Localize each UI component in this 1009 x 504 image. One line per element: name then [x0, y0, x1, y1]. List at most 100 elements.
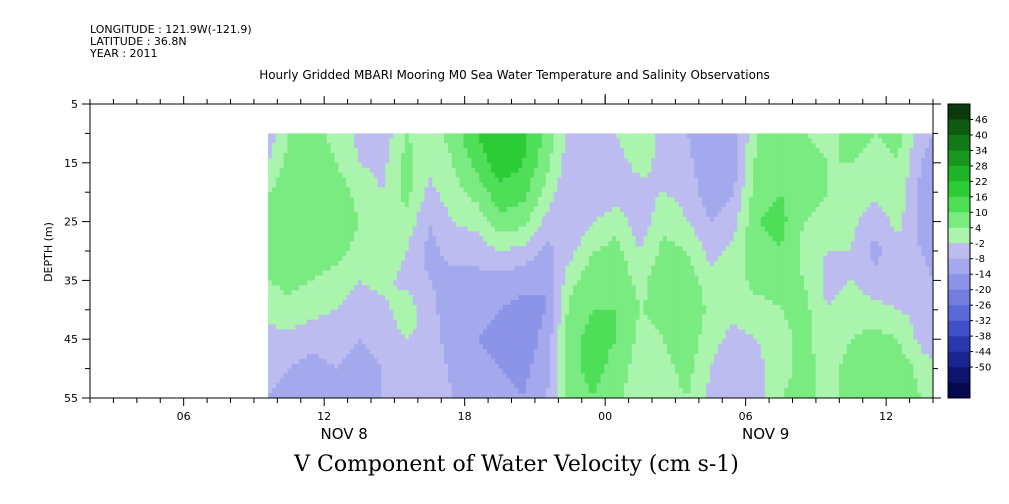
heatmap-cell — [361, 221, 367, 228]
heatmap-cell — [330, 246, 336, 252]
heatmap-cell — [502, 388, 508, 394]
heatmap-cell — [518, 339, 523, 345]
heatmap-cell — [604, 182, 609, 188]
heatmap-cell — [314, 378, 320, 384]
heatmap-cell — [510, 339, 516, 345]
heatmap-cell — [627, 157, 633, 164]
heatmap-cell — [557, 300, 562, 306]
heatmap-cell — [588, 393, 594, 398]
heatmap-cell — [487, 363, 492, 370]
heatmap-cell — [373, 211, 379, 218]
heatmap-cell — [506, 221, 512, 228]
heatmap-cell — [553, 167, 559, 174]
heatmap-cell — [498, 329, 504, 335]
heatmap-cell — [307, 226, 312, 232]
heatmap-cell — [467, 363, 472, 370]
heatmap-cell — [271, 231, 277, 237]
heatmap-cell — [267, 182, 273, 188]
heatmap-cell — [267, 270, 273, 277]
heatmap-cell — [596, 202, 602, 208]
heatmap-cell — [350, 368, 355, 375]
heatmap-cell — [361, 358, 367, 365]
heatmap-cell — [322, 285, 328, 291]
heatmap-cell — [314, 265, 320, 272]
heatmap-cell — [592, 373, 598, 379]
heatmap-cell — [584, 393, 590, 398]
heatmap-cell — [404, 383, 410, 389]
heatmap-cell — [494, 285, 500, 291]
heatmap-cell — [311, 221, 316, 228]
heatmap-cell — [463, 324, 469, 330]
heatmap-cell — [533, 246, 539, 252]
heatmap-cell — [612, 309, 617, 316]
heatmap-cell — [326, 138, 332, 144]
heatmap-cell — [577, 368, 582, 375]
heatmap-cell — [369, 202, 375, 208]
heatmap-cell — [455, 206, 461, 213]
heatmap-cell — [326, 206, 332, 213]
heatmap-cell — [322, 162, 328, 169]
heatmap-cell — [350, 202, 355, 208]
heatmap-cell — [373, 368, 379, 375]
heatmap-cell — [463, 187, 469, 193]
heatmap-cell — [533, 290, 539, 296]
heatmap-cell — [271, 206, 277, 213]
heatmap-cell — [573, 241, 578, 247]
heatmap-cell — [479, 138, 484, 144]
heatmap-cell — [322, 280, 328, 286]
heatmap-cell — [365, 192, 371, 198]
heatmap-cell — [580, 388, 586, 394]
heatmap-cell — [467, 231, 472, 237]
heatmap-cell — [342, 241, 347, 247]
heatmap-cell — [541, 378, 547, 384]
heatmap-cell — [432, 231, 437, 237]
heatmap-cell — [381, 285, 386, 291]
heatmap-cell — [565, 246, 570, 252]
heatmap-cell — [346, 334, 351, 340]
heatmap-cell — [510, 285, 516, 291]
heatmap-cell — [420, 334, 426, 340]
heatmap-cell — [553, 290, 559, 296]
heatmap-cell — [561, 314, 566, 321]
heatmap-cell — [279, 275, 285, 281]
heatmap-cell — [463, 192, 469, 198]
heatmap-cell — [283, 260, 289, 267]
heatmap-cell — [354, 353, 359, 360]
heatmap-cell — [577, 182, 582, 188]
heatmap-cell — [357, 157, 363, 164]
heatmap-cell — [502, 319, 508, 326]
heatmap-cell — [463, 344, 469, 350]
heatmap-cell — [600, 314, 605, 321]
heatmap-cell — [314, 319, 320, 326]
heatmap-cell — [487, 334, 492, 340]
heatmap-cell — [475, 148, 480, 154]
heatmap-cell — [600, 157, 605, 164]
heatmap-cell — [608, 275, 613, 281]
heatmap-cell — [533, 339, 539, 345]
heatmap-cell — [459, 211, 465, 218]
heatmap-cell — [381, 187, 386, 193]
heatmap-cell — [565, 167, 570, 174]
heatmap-cell — [428, 153, 433, 159]
heatmap-cell — [467, 270, 472, 277]
heatmap-cell — [354, 324, 359, 330]
heatmap-cell — [444, 133, 449, 139]
heatmap-cell — [444, 251, 449, 257]
heatmap-cell — [393, 172, 398, 179]
heatmap-cell — [408, 373, 414, 379]
heatmap-cell — [307, 295, 312, 301]
heatmap-cell — [604, 236, 609, 242]
heatmap-cell — [565, 187, 570, 193]
heatmap-cell — [506, 206, 512, 213]
heatmap-cell — [623, 324, 629, 330]
heatmap-cell — [580, 231, 586, 237]
heatmap-cell — [412, 275, 418, 281]
heatmap-cell — [338, 378, 343, 384]
heatmap-cell — [404, 368, 410, 375]
heatmap-cell — [451, 270, 457, 277]
heatmap-cell — [361, 353, 367, 360]
heatmap-cell — [267, 319, 273, 326]
heatmap-cell — [616, 153, 621, 159]
heatmap-cell — [494, 255, 500, 262]
heatmap-cell — [604, 383, 609, 389]
